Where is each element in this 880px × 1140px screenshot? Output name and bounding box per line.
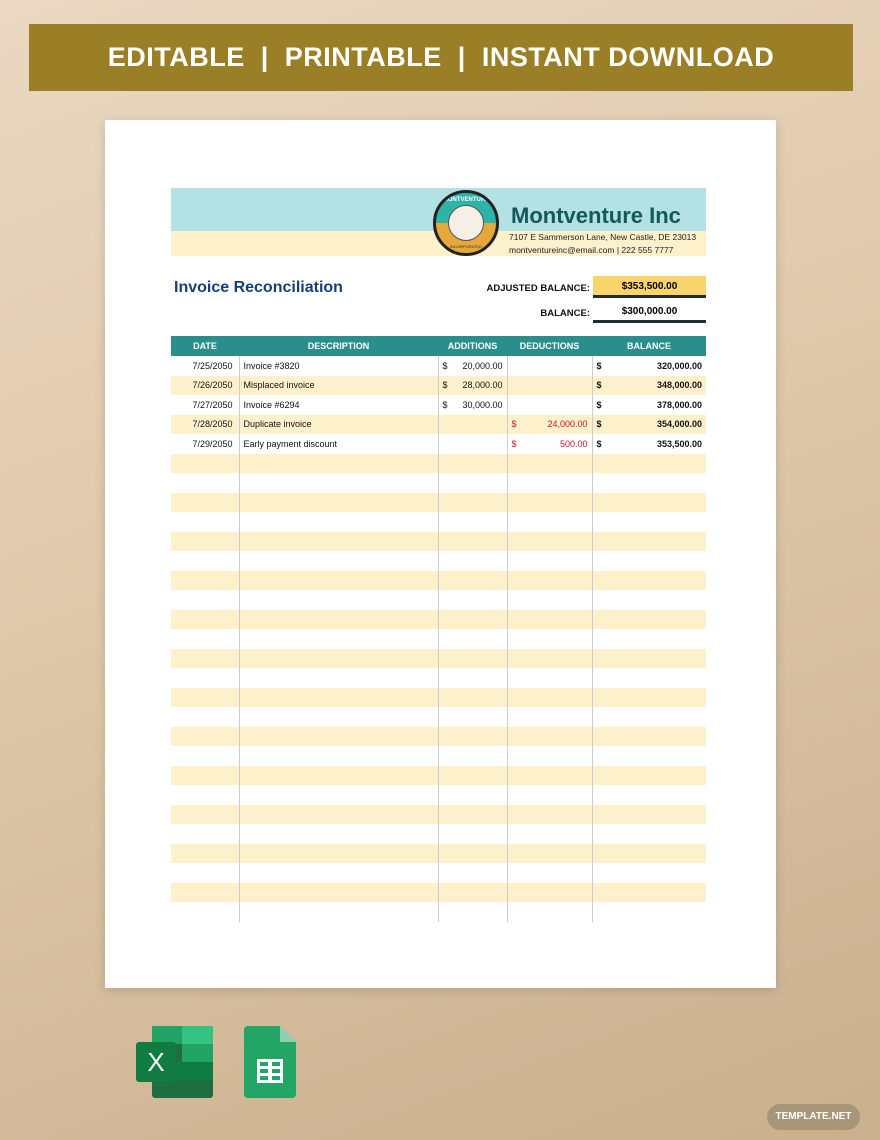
table-row (171, 512, 706, 532)
table-row (171, 843, 706, 863)
additions-cell: $30,000.00 (437, 395, 507, 415)
column-header: DESCRIPTION (239, 336, 438, 356)
table-row (171, 863, 706, 883)
table-row (171, 668, 706, 688)
currency-symbol: $ (442, 380, 448, 391)
balance-cell: $378,000.00 (591, 395, 706, 415)
table-row (171, 707, 706, 727)
google-sheets-icon[interactable] (244, 1026, 296, 1098)
table-row (171, 473, 706, 493)
table-row (171, 804, 706, 824)
company-address: 7107 E Sammerson Lane, New Castle, DE 23… (509, 232, 697, 242)
date-cell: 7/27/2050 (192, 399, 233, 410)
document-preview: MONTVENTURE INCORPORATED Montventure Inc … (105, 120, 776, 988)
deductions-cell (506, 375, 592, 395)
adjusted-balance-label: ADJUSTED BALANCE: (486, 283, 590, 294)
amount: 378,000.00 (656, 399, 702, 410)
deductions-cell (506, 395, 592, 415)
currency-symbol: $ (596, 438, 602, 449)
table-row (171, 609, 706, 629)
adjusted-balance-value: $353,500.00 (593, 276, 706, 298)
amount: 500.00 (559, 438, 588, 449)
additions-cell (437, 414, 507, 434)
currency-symbol: $ (596, 419, 602, 430)
svg-text:X: X (147, 1047, 164, 1077)
company-contact: montventureinc@email.com | 222 555 7777 (509, 245, 674, 255)
table-row: 7/27/2050 Invoice #6294 $30,000.00 $378,000… (171, 395, 706, 415)
additions-cell: $28,000.00 (437, 375, 507, 395)
description-cell: Invoice #6294 (238, 395, 438, 415)
currency-symbol: $ (596, 360, 602, 371)
table-row: 7/26/2050 Misplaced invoice $28,000.00 $348… (171, 375, 706, 395)
balance-label: BALANCE: (540, 308, 590, 319)
currency-symbol: $ (596, 380, 602, 391)
additions-cell (437, 434, 507, 454)
date-cell: 7/29/2050 (192, 438, 233, 449)
additions-cell: $20,000.00 (437, 356, 507, 376)
currency-symbol: $ (596, 399, 602, 410)
table-row (171, 531, 706, 551)
table-row (171, 492, 706, 512)
balance-cell: $348,000.00 (591, 375, 706, 395)
description-cell: Misplaced invoice (238, 375, 438, 395)
balance-cell: $320,000.00 (591, 356, 706, 376)
deductions-cell (506, 356, 592, 376)
table-row (171, 902, 706, 922)
description-cell: Duplicate invoice (238, 414, 438, 434)
letterhead: MONTVENTURE INCORPORATED Montventure Inc … (171, 188, 706, 256)
currency-symbol: $ (442, 399, 448, 410)
currency-symbol: $ (511, 438, 517, 449)
column-header: BALANCE (592, 336, 706, 356)
balance-cell: $354,000.00 (591, 414, 706, 434)
banner: EDITABLE | PRINTABLE | INSTANT DOWNLOAD (29, 24, 853, 91)
table-row (171, 570, 706, 590)
company-logo: MONTVENTURE INCORPORATED (433, 190, 499, 256)
table-row (171, 629, 706, 649)
balance-value: $300,000.00 (593, 301, 706, 323)
description-cell: Invoice #3820 (238, 356, 438, 376)
table-row (171, 765, 706, 785)
amount: 30,000.00 (462, 399, 503, 410)
table-row: 7/29/2050 Early payment discount $500.00 $3… (171, 434, 706, 454)
amount: 353,500.00 (656, 438, 702, 449)
column-header: DATE (171, 336, 239, 356)
description-cell: Early payment discount (238, 434, 438, 454)
template-net-badge[interactable]: TEMPLATE.NET (767, 1104, 860, 1130)
balance-cell: $353,500.00 (591, 434, 706, 454)
currency-symbol: $ (511, 419, 517, 430)
column-header: ADDITIONS (438, 336, 507, 356)
table-row (171, 687, 706, 707)
excel-icon[interactable]: X (136, 1026, 213, 1098)
amount: 28,000.00 (462, 380, 503, 391)
table-row: 7/25/2050 Invoice #3820 $20,000.00 $320,000… (171, 356, 706, 376)
column-header: DEDUCTIONS (507, 336, 592, 356)
currency-symbol: $ (442, 360, 448, 371)
amount: 348,000.00 (656, 380, 702, 391)
amount: 24,000.00 (547, 419, 588, 430)
table-row (171, 824, 706, 844)
table-row (171, 882, 706, 902)
date-cell: 7/26/2050 (171, 375, 239, 395)
table-row (171, 590, 706, 610)
deductions-cell: $24,000.00 (506, 414, 592, 434)
amount: 320,000.00 (656, 360, 702, 371)
table-row: 7/28/2050 Duplicate invoice $24,000.00 $354… (171, 414, 706, 434)
date-cell: 7/25/2050 (192, 360, 233, 371)
table-row (171, 551, 706, 571)
amount: 20,000.00 (462, 360, 503, 371)
table-row (171, 648, 706, 668)
deductions-cell: $500.00 (506, 434, 592, 454)
table-row (171, 453, 706, 473)
amount: 354,000.00 (656, 419, 702, 430)
reconciliation-table: DATE DESCRIPTION ADDITIONS DEDUCTIONS BALANC… (171, 336, 706, 922)
table-row (171, 746, 706, 766)
table-row (171, 726, 706, 746)
table-row (171, 785, 706, 805)
page-title: Invoice Reconciliation (174, 279, 343, 296)
date-cell: 7/28/2050 (171, 414, 239, 434)
company-name: Montventure Inc (511, 203, 681, 228)
